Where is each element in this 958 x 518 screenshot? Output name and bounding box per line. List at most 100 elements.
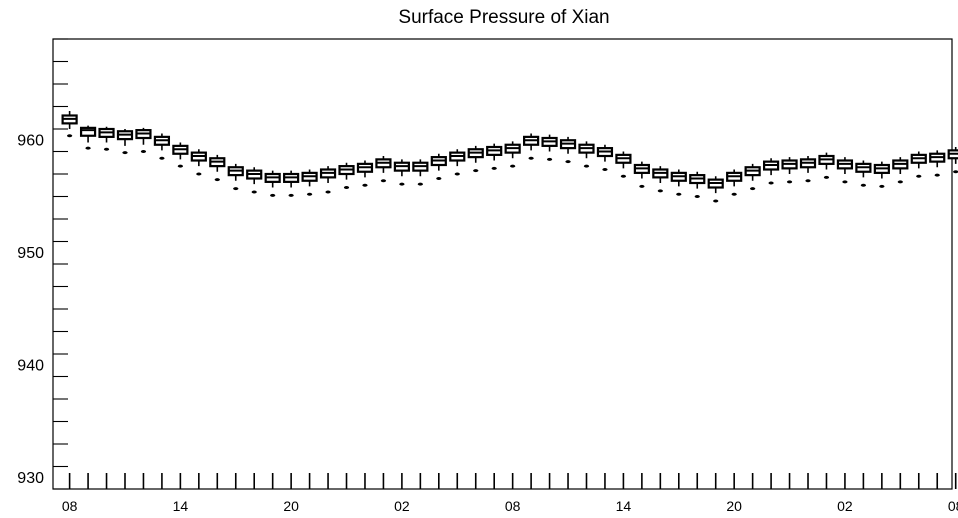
box-outlier: [639, 184, 645, 188]
box-plot: [744, 163, 761, 191]
box-outlier: [602, 168, 608, 171]
chart-title: Surface Pressure of Xian: [398, 7, 609, 28]
box-outlier: [103, 147, 110, 151]
box-outlier: [233, 187, 239, 191]
box-plot: [873, 161, 890, 188]
box-outlier: [399, 182, 405, 186]
box-plot: [227, 163, 244, 191]
box-outlier: [67, 134, 73, 138]
box-plot: [467, 145, 484, 173]
box-outlier: [491, 166, 497, 170]
box-outlier: [251, 190, 257, 194]
box-outlier: [528, 156, 534, 160]
box-outlier: [159, 156, 165, 160]
box-outlier: [380, 179, 387, 183]
y-tick-label: 960: [17, 132, 44, 149]
box-outlier: [916, 174, 922, 178]
box-plot: [855, 160, 872, 187]
box-plot: [283, 170, 300, 197]
box-plot: [762, 158, 780, 185]
box-plot: [947, 147, 958, 174]
box-plot: [781, 157, 798, 184]
box-plot: [412, 159, 429, 186]
box-outlier: [786, 180, 793, 184]
box-plot: [910, 151, 927, 178]
box-plot: [356, 160, 374, 187]
x-tick-label: 20: [726, 498, 742, 514]
box-plot: [892, 157, 909, 184]
box-plot: [264, 170, 281, 197]
box-plot: [652, 166, 669, 193]
box-plot: [449, 149, 466, 176]
box-outlier: [436, 177, 442, 180]
box-plot: [504, 141, 521, 168]
box-outlier: [288, 193, 294, 197]
box-outlier: [343, 186, 350, 189]
box-plot: [301, 169, 318, 196]
box-outlier: [546, 157, 553, 161]
x-tick-label: 02: [394, 498, 410, 514]
plot-frame: [52, 38, 953, 490]
box-plot: [116, 129, 134, 155]
box-outlier: [270, 193, 276, 197]
box-outlier: [454, 172, 460, 176]
box-plot: [430, 153, 447, 180]
x-tick-label: 08: [948, 498, 958, 514]
x-axis: 08 14 20 02 08 14 20 02 08: [62, 473, 958, 514]
box-plot: [799, 156, 817, 183]
box-plot: [98, 126, 115, 151]
box-plot: [559, 136, 577, 164]
box-plot: [670, 169, 687, 196]
box-outlier: [934, 173, 940, 177]
box-outlier: [860, 183, 866, 187]
box-outlier: [362, 183, 368, 187]
x-tick-label: 08: [62, 498, 78, 514]
box-plot: [541, 134, 558, 161]
box-outlier: [657, 189, 663, 193]
box-plot: [79, 125, 97, 150]
box-series: [61, 111, 958, 203]
box-outlier: [731, 192, 737, 196]
box-plot: [578, 141, 595, 168]
box-plot: [375, 156, 392, 183]
box-outlier: [325, 190, 331, 194]
box-outlier: [620, 174, 627, 178]
box-plot: [190, 149, 207, 176]
box-outlier: [805, 179, 811, 183]
box-plot: [596, 144, 614, 171]
box-plot: [209, 154, 226, 182]
box-plot: [633, 161, 650, 188]
box-outlier: [897, 180, 903, 184]
box-outlier: [510, 164, 516, 168]
box-plot: [726, 169, 743, 196]
box-outlier: [768, 181, 774, 185]
box-plot: [246, 167, 263, 194]
box-plot: [707, 176, 724, 203]
x-tick-label: 08: [505, 498, 521, 514]
box-outlier: [823, 175, 830, 179]
box-body: [79, 126, 97, 137]
box-outlier: [676, 192, 682, 196]
x-tick-label: 20: [283, 498, 299, 514]
box-outlier: [583, 164, 590, 168]
box-outlier: [713, 199, 719, 203]
box-plot: [523, 133, 540, 160]
box-outlier: [879, 184, 885, 188]
box-plot: [615, 151, 632, 178]
box-plot: [929, 150, 946, 177]
box-outlier: [85, 146, 91, 150]
x-tick-label: 02: [837, 498, 853, 514]
x-tick-label: 14: [616, 498, 632, 514]
box-outlier: [177, 164, 183, 168]
box-outlier: [196, 172, 202, 176]
box-outlier: [750, 187, 756, 191]
box-plot: [836, 157, 854, 184]
box-plot: [135, 127, 152, 153]
box-plot: [61, 111, 78, 138]
y-tick-label: 930: [17, 470, 44, 487]
box-plot: [393, 159, 410, 186]
box-outlier: [473, 169, 479, 173]
box-outlier: [140, 150, 147, 153]
box-outlier: [122, 151, 128, 155]
